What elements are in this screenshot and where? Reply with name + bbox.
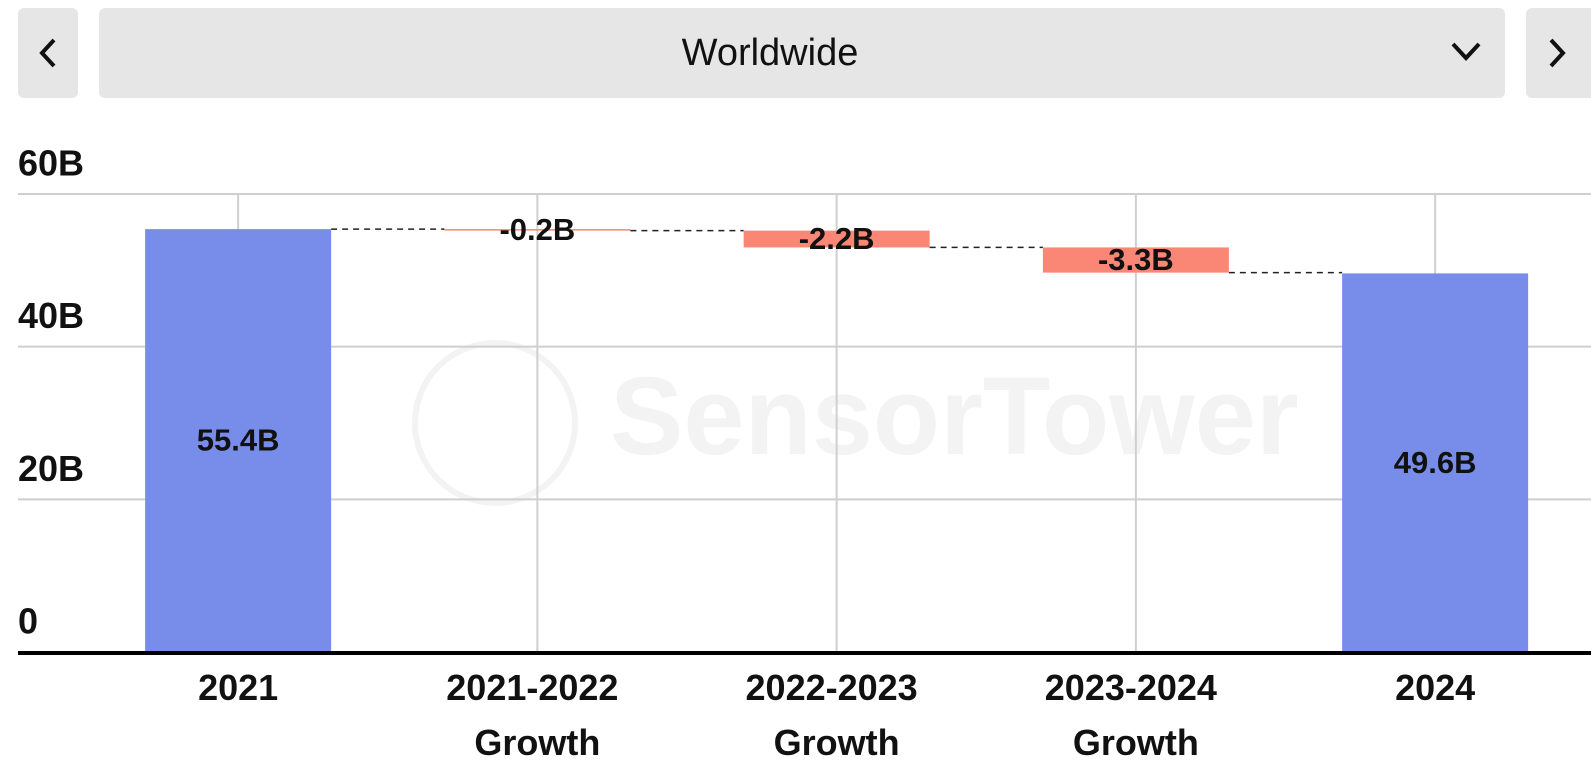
- x-tick-label: 2021: [198, 667, 278, 708]
- bar: [743, 230, 930, 248]
- prev-button[interactable]: [18, 8, 78, 98]
- x-tick-label: 2021-2022 Growth: [446, 667, 628, 763]
- bar: [1342, 273, 1529, 652]
- region-dropdown[interactable]: [99, 8, 1505, 98]
- watermark-logo: [412, 340, 578, 506]
- prev-icon: [39, 38, 56, 68]
- value-label: -2.2B: [799, 221, 875, 256]
- value-label: -0.2B: [499, 212, 575, 247]
- next-button[interactable]: [1526, 8, 1591, 98]
- value-label: 55.4B: [197, 423, 280, 458]
- dropdown-label: Worldwide: [682, 32, 859, 74]
- watermark: SensorTower: [610, 355, 1299, 478]
- value-label: 49.6B: [1394, 445, 1477, 480]
- x-tick-label: 2022-2023 Growth: [746, 667, 928, 763]
- bar: [145, 229, 332, 652]
- bar: [1042, 247, 1229, 273]
- y-tick-label: 60B: [18, 143, 84, 184]
- y-tick-label: 40B: [18, 295, 84, 336]
- value-label: -3.3B: [1098, 242, 1174, 277]
- y-tick-label: 0: [18, 601, 38, 642]
- next-icon: [1549, 38, 1566, 68]
- y-tick-label: 20B: [18, 448, 84, 489]
- x-tick-label: 2023-2024 Growth: [1045, 667, 1227, 763]
- bar: [444, 229, 631, 231]
- x-tick-label: 2024: [1395, 667, 1475, 708]
- dropdown-icon: [1451, 42, 1481, 61]
